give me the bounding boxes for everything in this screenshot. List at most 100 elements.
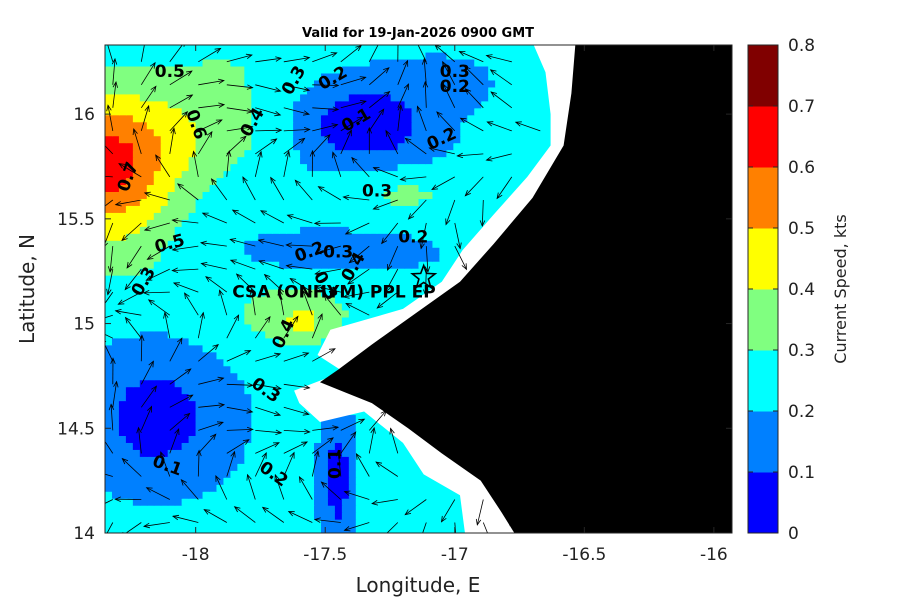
- speed-cell: [146, 233, 155, 241]
- speed-cell: [348, 198, 357, 206]
- speed-cell: [125, 372, 134, 381]
- speed-cell: [439, 526, 447, 533]
- speed-cell: [125, 177, 134, 186]
- speed-cell: [244, 309, 252, 318]
- speed-cell: [432, 261, 440, 269]
- speed-cell: [125, 449, 134, 457]
- speed-cell: [341, 240, 350, 248]
- speed-cell: [244, 247, 252, 255]
- speed-cell: [348, 526, 357, 533]
- speed-cell: [314, 289, 322, 297]
- speed-cell: [334, 435, 343, 443]
- speed-cell: [404, 198, 413, 206]
- speed-cell: [307, 323, 315, 332]
- speed-cell: [188, 261, 197, 269]
- speed-cell: [125, 149, 134, 158]
- speed-cell: [181, 170, 190, 179]
- speed-cell: [460, 219, 468, 227]
- speed-cell: [293, 428, 301, 436]
- speed-cell: [383, 282, 392, 290]
- speed-cell: [286, 372, 294, 381]
- speed-cell: [348, 456, 357, 464]
- speed-cell: [327, 261, 336, 269]
- speed-cell: [105, 449, 113, 457]
- speed-cell: [195, 526, 204, 533]
- speed-cell: [397, 463, 406, 471]
- speed-cell: [244, 484, 252, 492]
- speed-cell: [265, 463, 273, 471]
- speed-cell: [334, 421, 343, 430]
- speed-cell: [216, 261, 225, 269]
- speed-cell: [307, 289, 315, 297]
- speed-cell: [314, 365, 322, 374]
- speed-cell: [404, 163, 413, 172]
- speed-cell: [265, 233, 273, 241]
- speed-cell: [446, 240, 454, 248]
- speed-cell: [446, 526, 454, 533]
- speed-cell: [244, 282, 252, 290]
- speed-cell: [286, 198, 294, 206]
- speed-cell: [390, 247, 399, 255]
- speed-cell: [460, 205, 468, 213]
- speed-cell: [139, 414, 148, 423]
- speed-cell: [202, 295, 211, 304]
- speed-cell: [418, 275, 427, 283]
- speed-cell: [153, 407, 162, 416]
- speed-cell: [320, 275, 329, 283]
- speed-cell: [188, 295, 197, 304]
- speed-cell: [320, 163, 329, 172]
- speed-cell: [286, 379, 294, 388]
- speed-cell: [223, 512, 231, 520]
- speed-cell: [125, 289, 134, 297]
- speed-cell: [139, 219, 148, 227]
- speed-cell: [418, 205, 427, 213]
- speed-cell: [202, 177, 211, 186]
- speed-cell: [300, 233, 308, 241]
- speed-cell: [230, 302, 238, 311]
- chart-title: Valid for 19-Jan-2026 0900 GMT: [302, 26, 534, 41]
- speed-cell: [146, 268, 155, 276]
- speed-cell: [174, 337, 183, 346]
- speed-cell: [265, 170, 273, 179]
- speed-cell: [202, 407, 211, 416]
- speed-cell: [397, 282, 406, 290]
- speed-cell: [265, 421, 273, 430]
- speed-cell: [320, 365, 329, 374]
- speed-cell: [383, 470, 392, 478]
- speed-cell: [209, 400, 218, 409]
- speed-cell: [383, 177, 392, 186]
- speed-cell: [272, 351, 280, 360]
- speed-cell: [320, 191, 329, 199]
- speed-cell: [125, 365, 134, 374]
- speed-cell: [279, 365, 287, 374]
- speed-cell: [327, 226, 336, 234]
- speed-cell: [327, 428, 336, 436]
- speed-cell: [230, 498, 238, 506]
- speed-cell: [348, 191, 357, 199]
- speed-cell: [202, 156, 211, 165]
- speed-cell: [167, 428, 176, 436]
- speed-cell: [300, 330, 308, 339]
- speed-cell: [425, 247, 434, 255]
- speed-cell: [293, 456, 301, 464]
- speed-cell: [488, 198, 496, 206]
- speed-cell: [314, 261, 322, 269]
- speed-cell: [251, 261, 259, 269]
- speed-cell: [376, 295, 385, 304]
- speed-cell: [404, 170, 413, 179]
- speed-cell: [202, 344, 211, 353]
- speed-cell: [146, 302, 155, 311]
- speed-cell: [237, 268, 245, 276]
- speed-cell: [439, 191, 447, 199]
- speed-cell: [314, 309, 322, 318]
- speed-cell: [125, 184, 134, 192]
- speed-cell: [181, 198, 190, 206]
- speed-cell: [139, 156, 148, 165]
- speed-cell: [237, 219, 245, 227]
- speed-cell: [111, 519, 120, 527]
- speed-cell: [432, 526, 440, 533]
- speed-cell: [314, 198, 322, 206]
- speed-cell: [167, 372, 176, 381]
- speed-cell: [132, 414, 141, 423]
- speed-cell: [216, 212, 225, 220]
